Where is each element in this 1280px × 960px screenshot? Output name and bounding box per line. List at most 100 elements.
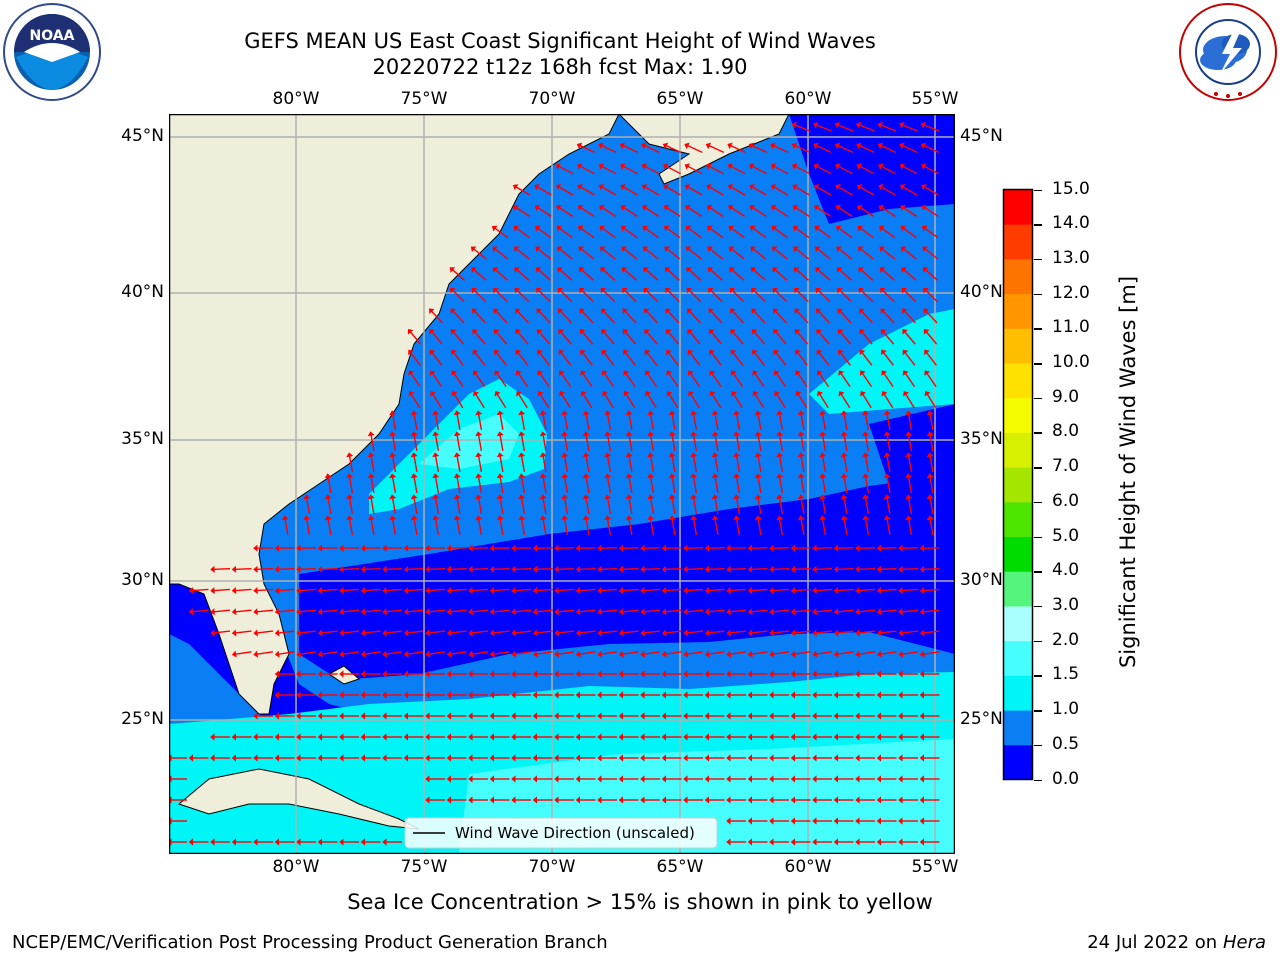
wave-direction-arrow bbox=[790, 817, 811, 825]
wave-direction-arrow bbox=[511, 670, 531, 678]
wave-direction-arrow bbox=[360, 565, 381, 573]
wave-direction-arrow bbox=[317, 565, 338, 573]
wave-direction-arrow bbox=[898, 544, 919, 552]
wave-direction-arrow bbox=[644, 370, 658, 387]
wave-direction-arrow bbox=[750, 246, 767, 260]
wave-direction-arrow bbox=[797, 515, 805, 536]
colorbar-tick-label: 10.0 bbox=[1052, 352, 1090, 373]
wave-direction-arrow bbox=[382, 733, 402, 741]
wave-direction-arrow bbox=[795, 370, 808, 387]
wave-direction-arrow bbox=[747, 629, 768, 637]
wave-direction-arrow bbox=[748, 142, 768, 153]
wave-direction-arrow bbox=[425, 670, 445, 678]
wave-direction-arrow bbox=[816, 328, 830, 345]
lat-label-left: 25°N bbox=[121, 709, 164, 729]
chart-title: GEFS MEAN US East Coast Significant Heig… bbox=[244, 29, 876, 53]
wave-direction-arrow bbox=[924, 370, 937, 387]
wave-direction-arrow bbox=[690, 410, 698, 431]
wave-direction-arrow bbox=[661, 796, 682, 804]
wave-direction-arrow bbox=[812, 712, 832, 720]
wave-direction-arrow bbox=[704, 796, 725, 804]
wave-direction-arrow bbox=[473, 390, 485, 409]
wave-direction-arrow bbox=[876, 691, 897, 699]
wave-direction-arrow bbox=[898, 629, 919, 637]
wave-direction-arrow bbox=[790, 754, 811, 762]
wave-direction-arrow bbox=[532, 586, 553, 595]
wave-direction-arrow bbox=[410, 410, 418, 431]
wave-direction-arrow bbox=[683, 544, 704, 552]
wave-direction-arrow bbox=[883, 452, 891, 473]
wave-direction-arrow bbox=[513, 246, 530, 260]
wave-direction-arrow bbox=[840, 494, 848, 515]
wave-direction-arrow bbox=[833, 650, 854, 658]
wave-direction-arrow bbox=[532, 754, 553, 762]
wave-direction-arrow bbox=[317, 754, 338, 762]
wave-direction-arrow bbox=[859, 370, 873, 387]
wave-direction-arrow bbox=[296, 608, 317, 616]
wave-direction-arrow bbox=[769, 586, 790, 595]
wave-direction-arrow bbox=[539, 410, 547, 431]
wave-direction-arrow bbox=[840, 410, 848, 431]
wave-direction-arrow bbox=[296, 650, 317, 658]
wave-direction-arrow bbox=[728, 204, 746, 217]
wave-direction-arrow bbox=[876, 586, 897, 595]
wave-direction-arrow bbox=[790, 565, 811, 573]
wave-direction-arrow bbox=[602, 390, 614, 409]
wave-direction-arrow bbox=[346, 452, 354, 473]
colorbar-tick-mark bbox=[1034, 363, 1042, 365]
wave-direction-arrow bbox=[618, 754, 639, 762]
wave-direction-arrow bbox=[403, 691, 424, 699]
wave-direction-arrow bbox=[705, 142, 725, 153]
wave-direction-arrow bbox=[382, 754, 402, 762]
lon-label-top: 55°W bbox=[911, 89, 959, 109]
wave-direction-arrow bbox=[855, 586, 876, 595]
lat-label-left: 45°N bbox=[121, 126, 164, 146]
wave-direction-arrow bbox=[754, 473, 762, 494]
wave-direction-arrow bbox=[856, 121, 875, 132]
wave-direction-arrow bbox=[231, 608, 252, 616]
wave-direction-arrow bbox=[317, 544, 338, 552]
wave-direction-arrow bbox=[833, 670, 854, 678]
wave-direction-arrow bbox=[855, 544, 876, 552]
wave-direction-arrow bbox=[496, 473, 504, 494]
colorbar-segment bbox=[1003, 605, 1033, 642]
colorbar-tick-mark bbox=[1034, 501, 1042, 504]
wave-direction-arrow bbox=[690, 431, 698, 452]
wave-direction-arrow bbox=[446, 796, 467, 804]
wave-direction-arrow bbox=[432, 452, 440, 473]
wave-direction-arrow bbox=[557, 267, 573, 281]
wave-direction-arrow bbox=[446, 733, 467, 741]
wave-direction-arrow bbox=[662, 142, 682, 153]
wave-direction-arrow bbox=[425, 712, 445, 720]
wave-direction-arrow bbox=[812, 691, 832, 699]
wave-direction-arrow bbox=[898, 796, 918, 804]
wave-direction-arrow bbox=[453, 515, 461, 536]
wave-direction-arrow bbox=[665, 328, 680, 345]
wave-direction-arrow bbox=[813, 163, 832, 175]
wave-direction-arrow bbox=[880, 308, 895, 324]
wave-direction-arrow bbox=[536, 328, 551, 345]
wave-direction-arrow bbox=[668, 431, 676, 452]
lon-label-bottom: 60°W bbox=[784, 857, 832, 877]
wave-direction-arrow bbox=[210, 629, 231, 637]
wave-direction-arrow bbox=[449, 267, 465, 281]
wave-direction-arrow bbox=[554, 586, 575, 595]
wave-direction-arrow bbox=[816, 349, 830, 366]
wave-direction-arrow bbox=[494, 370, 507, 387]
wave-direction-arrow bbox=[876, 565, 897, 573]
wave-direction-arrow bbox=[274, 733, 295, 741]
wave-direction-arrow bbox=[690, 494, 698, 515]
wave-direction-arrow bbox=[296, 565, 317, 573]
wave-direction-arrow bbox=[432, 515, 440, 536]
wave-direction-arrow bbox=[554, 691, 574, 699]
wave-direction-arrow bbox=[367, 473, 375, 494]
higher-wave-patch-carolinas bbox=[419, 414, 519, 469]
wave-direction-arrow bbox=[726, 544, 747, 552]
wave-direction-arrow bbox=[855, 817, 875, 825]
wave-direction-arrow bbox=[704, 670, 725, 678]
wave-direction-arrow bbox=[754, 515, 762, 536]
wave-direction-arrow bbox=[597, 691, 617, 699]
wave-direction-arrow bbox=[900, 246, 917, 260]
wave-direction-arrow bbox=[833, 565, 854, 573]
wave-direction-arrow bbox=[231, 565, 252, 573]
